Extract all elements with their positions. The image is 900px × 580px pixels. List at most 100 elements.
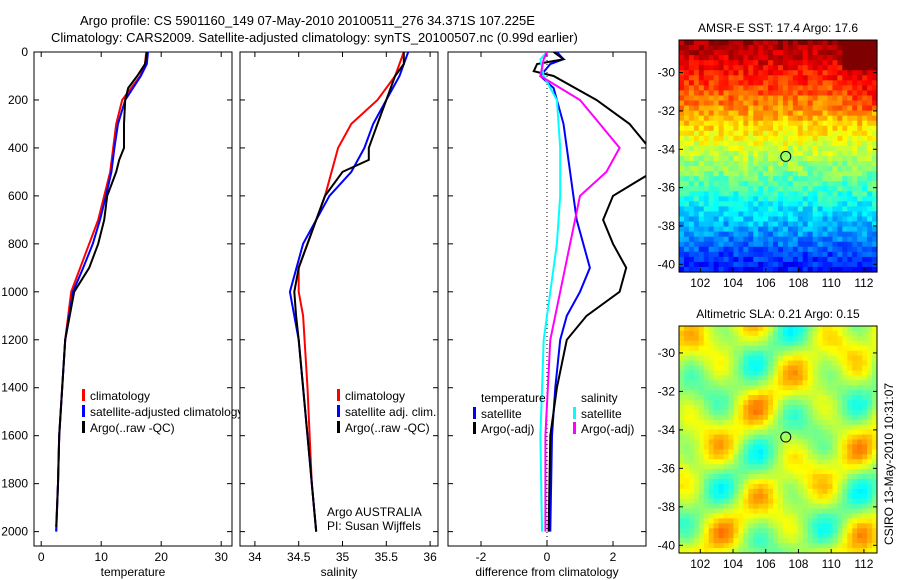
map-cell bbox=[698, 135, 705, 142]
map-cell bbox=[782, 251, 789, 258]
map-cell bbox=[792, 191, 799, 197]
map-cell bbox=[778, 330, 784, 337]
map-cell bbox=[847, 105, 853, 112]
map-cell bbox=[688, 375, 695, 381]
map-cell bbox=[679, 523, 685, 529]
map-cell bbox=[718, 156, 725, 162]
map-cell bbox=[787, 488, 794, 495]
map-cell bbox=[837, 454, 843, 460]
map-cell bbox=[778, 355, 784, 362]
map-cell bbox=[787, 395, 794, 401]
map-cell bbox=[832, 493, 838, 500]
map-cell bbox=[837, 464, 843, 470]
map-cell bbox=[743, 75, 749, 81]
map-cell bbox=[773, 380, 779, 386]
map-cell bbox=[743, 370, 749, 376]
map-cell bbox=[822, 226, 829, 233]
map-cell bbox=[688, 355, 695, 362]
map-cell bbox=[847, 95, 853, 102]
map-cell bbox=[743, 186, 749, 192]
map-cell bbox=[837, 191, 843, 197]
map-cell bbox=[797, 45, 804, 51]
map-cell bbox=[782, 400, 789, 406]
map-cell bbox=[773, 488, 779, 495]
map-cell bbox=[778, 181, 784, 187]
map-cell bbox=[847, 543, 853, 549]
map-cell bbox=[837, 326, 843, 332]
map-cell bbox=[802, 523, 809, 529]
map-cell bbox=[792, 370, 799, 376]
map-cell bbox=[837, 508, 843, 515]
map-cell bbox=[723, 181, 730, 187]
map-cell bbox=[787, 65, 794, 71]
map-cell bbox=[817, 478, 824, 485]
map-cell bbox=[768, 85, 774, 92]
map-cell bbox=[792, 444, 799, 450]
map-cell bbox=[738, 390, 744, 396]
map-cell bbox=[703, 95, 710, 102]
map-cell bbox=[797, 256, 804, 263]
map-cell bbox=[837, 528, 843, 534]
map-cell bbox=[787, 171, 794, 177]
map-cell bbox=[822, 543, 829, 549]
x-tick-label: 34.5 bbox=[287, 550, 311, 564]
map-cell bbox=[753, 355, 759, 362]
map-cell bbox=[842, 115, 848, 122]
map-cell bbox=[748, 449, 754, 455]
map-cell bbox=[792, 40, 799, 46]
map-cell bbox=[857, 120, 863, 127]
map-cell bbox=[857, 90, 863, 97]
map-cell bbox=[787, 508, 794, 515]
map-cell bbox=[778, 528, 784, 534]
map-cell bbox=[812, 469, 819, 475]
map-cell bbox=[857, 231, 863, 238]
map-cell bbox=[693, 261, 700, 268]
map-cell bbox=[679, 483, 685, 490]
map-cell bbox=[827, 196, 834, 202]
map-cell bbox=[847, 251, 853, 258]
map-cell bbox=[713, 365, 720, 372]
map-cell bbox=[718, 326, 725, 332]
map-cell bbox=[837, 161, 843, 167]
map-cell bbox=[842, 201, 848, 208]
map-cell bbox=[857, 95, 863, 102]
map-cell bbox=[862, 469, 868, 475]
map-cell bbox=[758, 60, 764, 66]
map-cell bbox=[713, 120, 720, 127]
map-cell bbox=[832, 65, 838, 71]
map-cell bbox=[822, 335, 829, 342]
map-cell bbox=[773, 335, 779, 342]
map-cell bbox=[768, 548, 774, 554]
map-cell bbox=[703, 365, 710, 372]
map-cell bbox=[787, 211, 794, 218]
map-cell bbox=[773, 538, 779, 544]
map-cell bbox=[817, 191, 824, 197]
map-cell bbox=[688, 459, 695, 465]
map-cell bbox=[807, 231, 814, 238]
map-cell bbox=[679, 191, 685, 197]
map-cell bbox=[842, 335, 848, 342]
map-cell bbox=[703, 75, 710, 81]
map-cell bbox=[787, 404, 794, 411]
map-cell bbox=[817, 206, 824, 213]
map-cell bbox=[713, 493, 720, 500]
map-cell bbox=[872, 55, 878, 61]
map-cell bbox=[817, 360, 824, 367]
map-cell bbox=[797, 464, 804, 470]
map-cell bbox=[763, 345, 769, 352]
map-cell bbox=[753, 171, 759, 177]
map-cell bbox=[837, 221, 843, 228]
map-cell bbox=[763, 488, 769, 495]
map-cell bbox=[817, 400, 824, 406]
map-cell bbox=[753, 474, 759, 480]
map-cell bbox=[842, 355, 848, 362]
map-cell bbox=[837, 444, 843, 450]
map-cell bbox=[832, 424, 838, 431]
map-cell bbox=[718, 385, 725, 391]
map-cell bbox=[802, 130, 809, 137]
map-cell bbox=[862, 478, 868, 485]
map-cell bbox=[768, 261, 774, 268]
map-cell bbox=[713, 345, 720, 352]
map-cell bbox=[792, 75, 799, 81]
map-cell bbox=[723, 459, 730, 465]
